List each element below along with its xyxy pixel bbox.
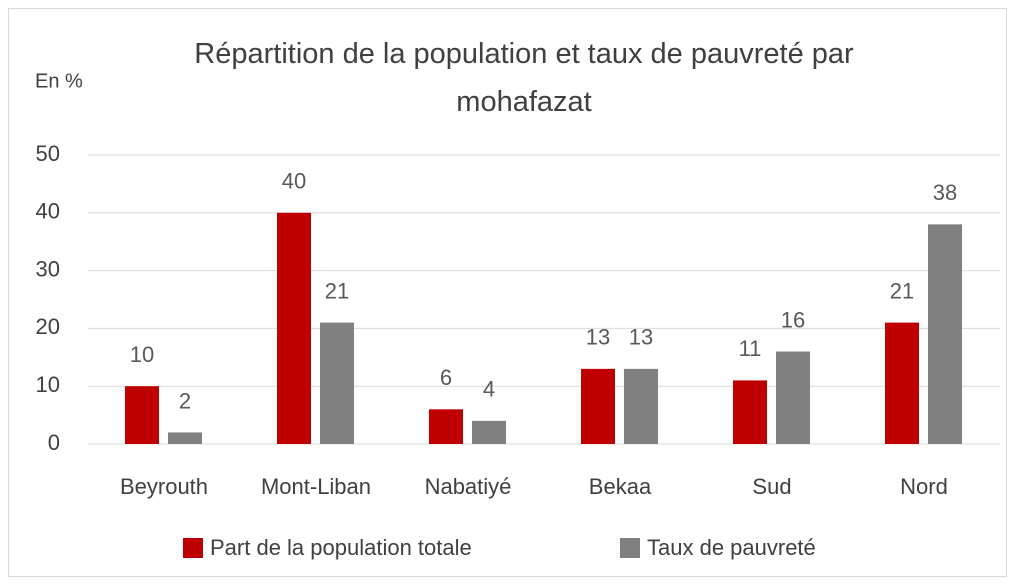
chart-border — [8, 8, 1007, 577]
data-label: 6 — [440, 365, 452, 390]
data-label: 40 — [282, 169, 306, 194]
bar — [277, 212, 311, 444]
bar — [776, 351, 810, 444]
chart-title: Répartition de la population et taux de … — [194, 38, 854, 118]
legend-label: Taux de pauvreté — [647, 535, 816, 560]
bar — [885, 322, 919, 444]
y-axis-label: En % — [35, 70, 83, 92]
data-label: 21 — [890, 278, 914, 303]
y-tick-label: 50 — [36, 141, 60, 166]
bar — [429, 409, 463, 444]
data-label: 16 — [781, 307, 805, 332]
data-label: 21 — [325, 278, 349, 303]
legend-label: Part de la population totale — [210, 535, 472, 560]
y-tick-label: 0 — [48, 430, 60, 455]
x-tick-label: Bekaa — [589, 474, 652, 499]
y-tick-label: 30 — [36, 256, 60, 281]
x-tick-label: Nabatiyé — [425, 474, 512, 499]
x-tick-label: Sud — [752, 474, 791, 499]
y-tick-label: 10 — [36, 372, 60, 397]
bar — [581, 368, 615, 444]
data-label: 13 — [586, 325, 610, 350]
bar — [928, 224, 962, 444]
bar — [624, 368, 658, 444]
data-label: 38 — [933, 180, 957, 205]
legend-swatch — [183, 538, 203, 558]
y-tick-label: 40 — [36, 199, 60, 224]
data-label: 2 — [179, 388, 191, 413]
y-tick-label: 20 — [36, 314, 60, 339]
bar — [168, 432, 202, 444]
x-tick-label: Beyrouth — [120, 474, 208, 499]
x-tick-label: Nord — [900, 474, 948, 499]
bar — [733, 380, 767, 444]
x-tick-label: Mont-Liban — [261, 474, 371, 499]
bar — [125, 386, 159, 444]
bar — [472, 420, 506, 444]
bar — [320, 322, 354, 444]
data-label: 4 — [483, 377, 495, 402]
data-label: 13 — [629, 325, 653, 350]
data-label: 10 — [130, 342, 154, 367]
data-label: 11 — [739, 336, 762, 361]
legend-swatch — [620, 538, 640, 558]
